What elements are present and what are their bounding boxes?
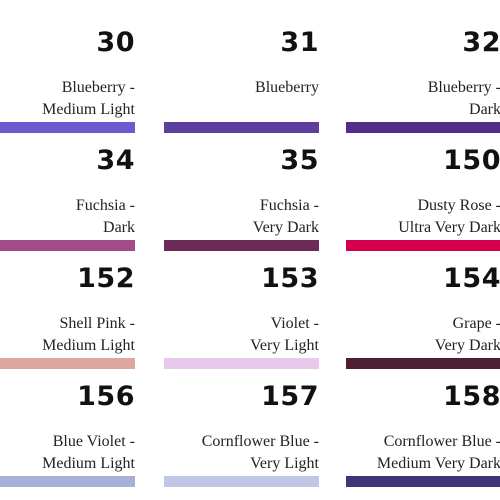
color-name-line-1: Blue Violet - xyxy=(52,433,135,450)
color-card-32: 32 Blueberry - Dark xyxy=(346,0,500,133)
color-card-153: 153 Violet - Very Light xyxy=(164,236,319,369)
color-card-152: 152 Shell Pink - Medium Light xyxy=(0,236,135,369)
color-number: 31 xyxy=(280,27,319,58)
color-number: 30 xyxy=(96,27,135,58)
color-swatch xyxy=(346,358,500,369)
color-card-158: 158 Cornflower Blue - Medium Very Dark xyxy=(346,354,500,487)
color-name-line-1: Fuchsia - xyxy=(259,197,319,214)
color-number: 158 xyxy=(443,381,500,412)
color-name: Shell Pink - Medium Light xyxy=(42,313,135,357)
color-name: Cornflower Blue - Medium Very Dark xyxy=(377,431,500,475)
color-name: Fuchsia - Very Dark xyxy=(253,195,319,239)
color-name-line-1: Grape - xyxy=(452,315,500,332)
color-name-line-1: Cornflower Blue - xyxy=(201,433,319,450)
color-number: 153 xyxy=(261,263,319,294)
color-card-156: 156 Blue Violet - Medium Light xyxy=(0,354,135,487)
color-card-31: 31 Blueberry xyxy=(164,0,319,133)
color-number: 156 xyxy=(77,381,135,412)
color-swatch xyxy=(0,122,135,133)
color-name: Dusty Rose - Ultra Very Dark xyxy=(398,195,500,239)
color-name: Cornflower Blue - Very Light xyxy=(202,431,319,475)
color-number: 152 xyxy=(77,263,135,294)
color-card-34: 34 Fuchsia - Dark xyxy=(0,118,135,251)
color-card-35: 35 Fuchsia - Very Dark xyxy=(164,118,319,251)
color-name-line-2: Medium Light xyxy=(42,455,135,472)
color-swatch xyxy=(346,240,500,251)
color-name-line-2: Dark xyxy=(103,219,135,236)
color-name-line-2: Dark xyxy=(469,101,500,118)
color-number: 154 xyxy=(443,263,500,294)
color-name-line-1: Violet - xyxy=(270,315,319,332)
color-name-line-1: Dusty Rose - xyxy=(417,197,500,214)
color-name-line-1: Shell Pink - xyxy=(59,315,135,332)
color-name: Blueberry - Dark xyxy=(428,77,500,121)
color-name: Grape - Very Dark xyxy=(435,313,500,357)
color-number: 35 xyxy=(280,145,319,176)
color-swatch xyxy=(346,476,500,487)
color-swatch xyxy=(164,240,319,251)
color-swatch xyxy=(0,240,135,251)
color-swatch xyxy=(164,476,319,487)
color-name-line-2: Medium Light xyxy=(42,337,135,354)
color-swatch xyxy=(0,358,135,369)
color-card-30: 30 Blueberry - Medium Light xyxy=(0,0,135,133)
color-swatch xyxy=(164,122,319,133)
color-name-line-2: Very Light xyxy=(250,337,319,354)
color-name: Blueberry xyxy=(255,77,319,99)
color-name: Fuchsia - Dark xyxy=(76,195,135,239)
color-name: Blue Violet - Medium Light xyxy=(42,431,135,475)
color-number: 150 xyxy=(443,145,500,176)
color-name-line-1: Blueberry - xyxy=(427,79,500,96)
color-name-line-2: Very Dark xyxy=(434,337,500,354)
color-swatch xyxy=(0,476,135,487)
color-name-line-2: Very Light xyxy=(250,455,319,472)
color-name-line-2: Very Dark xyxy=(252,219,319,236)
color-name: Violet - Very Light xyxy=(250,313,319,357)
color-card-157: 157 Cornflower Blue - Very Light xyxy=(164,354,319,487)
color-number: 157 xyxy=(261,381,319,412)
color-name: Blueberry - Medium Light xyxy=(42,77,135,121)
color-swatch xyxy=(164,358,319,369)
color-name-line-1: Fuchsia - xyxy=(75,197,135,214)
color-number: 34 xyxy=(96,145,135,176)
color-name-line-2: Ultra Very Dark xyxy=(398,219,500,236)
color-number: 32 xyxy=(462,27,500,58)
color-name-line-1: Blueberry - xyxy=(61,79,135,96)
color-name-line-2: Medium Light xyxy=(42,101,135,118)
color-card-150: 150 Dusty Rose - Ultra Very Dark xyxy=(346,118,500,251)
color-swatch xyxy=(346,122,500,133)
color-name-line-1: Cornflower Blue - xyxy=(383,433,500,450)
color-name-line-2: Medium Very Dark xyxy=(376,455,500,472)
color-card-154: 154 Grape - Very Dark xyxy=(346,236,500,369)
color-name-line-1: Blueberry xyxy=(255,79,319,96)
